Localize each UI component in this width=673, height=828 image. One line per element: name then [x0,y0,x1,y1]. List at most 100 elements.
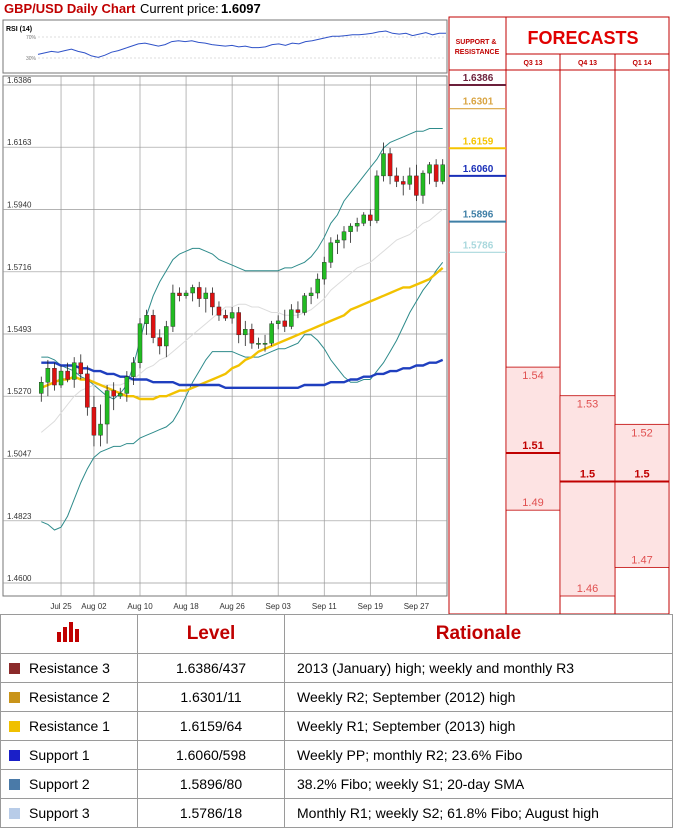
level-label: 1.5896 [463,210,494,221]
candle-bull [144,315,149,324]
forecast-range [614,423,670,568]
table-row: Resistance 1 1.6159/64 Weekly R1; Septembe… [0,711,673,741]
candle-bear [282,320,288,327]
level-color-swatch [9,692,20,703]
forecast-low-label: 1.46 [577,583,598,595]
level-color-swatch [9,750,20,761]
x-tick-label: Aug 02 [81,602,107,611]
support-resistance-title: SUPPORT & RESISTANCE [455,39,500,56]
row-name-cell: Resistance 3 [0,653,138,683]
candle-bull [137,323,143,363]
candle-bull [308,292,314,296]
table-body: Resistance 3 1.6386/437 2013 (January) hig… [0,653,673,828]
level-color-swatch [9,663,20,674]
row-level: 1.6386/437 [137,653,285,683]
y-tick-label: 1.6163 [7,138,32,147]
rsi-tick-high: 70% [26,35,37,41]
row-name-cell: Support 3 [0,798,138,828]
grid-layer [3,76,447,596]
forecast-range [505,366,561,511]
candle-bull [354,223,360,227]
row-name: Resistance 2 [29,689,110,705]
indicator-lines [40,128,444,531]
row-name: Support 2 [29,776,90,792]
chart-title: GBP/USD Daily Chart [4,1,136,16]
row-name: Support 1 [29,747,90,763]
candle-bear [249,329,255,344]
sma-100-line [41,358,444,389]
row-level: 1.5786/18 [137,798,285,828]
rsi-line [37,30,446,58]
forecasts-title: FORECASTS [527,28,638,48]
x-tick-label: Sep 03 [266,602,292,611]
candle-bull [374,175,380,221]
bollinger-lower-line [41,261,444,531]
table-row: Resistance 2 1.6301/11 Weekly R2; Septembe… [0,682,673,712]
y-tick-label: 1.6386 [7,76,32,85]
row-rationale: 2013 (January) high; weekly and monthly … [284,653,673,683]
candle-bull [58,370,64,386]
quarter-headers: Q3 13 Q4 13 Q1 14 [523,60,651,67]
candle-bull [275,320,281,324]
candle-bull [440,164,445,182]
candle-bull [243,329,248,336]
forecast-range [559,395,616,597]
sr-levels: 1.6386 1.6301 1.6159 1.6060 1.5896 1.5786 [449,73,506,253]
candle-bull [131,362,136,377]
candle-bear [78,362,84,375]
row-name-cell: Resistance 2 [0,682,138,712]
row-level: 1.5896/80 [137,769,285,799]
row-name-cell: Support 2 [0,769,138,799]
table-row: Resistance 3 1.6386/437 2013 (January) hig… [0,653,673,683]
x-tick-layer: Jul 25 Aug 02 Aug 10 Aug 18 Aug 26 Sep 03 Sep … [50,602,429,611]
candle-bull [229,312,235,319]
table-row: Support 1 1.6060/598 Weekly PP; monthly R2… [0,740,673,770]
y-tick-label: 1.5493 [7,325,32,334]
forecast-median-label: 1.5 [634,469,649,481]
candle-bear [91,407,97,436]
candle-bear [150,315,156,338]
row-level: 1.6060/598 [137,740,285,770]
candle-bear [52,368,57,386]
candle-bear [196,287,202,299]
candle-bull [361,214,366,224]
support-resistance-title-line2: RESISTANCE [455,49,500,56]
row-rationale: Monthly R1; weekly S2; 61.8% Fibo; Augus… [284,798,673,828]
candle-bull [341,231,347,241]
x-tick-label: Aug 26 [219,602,245,611]
price-value: 1.6097 [221,1,261,16]
row-rationale: Weekly R2; September (2012) high [284,682,673,712]
row-name-cell: Support 1 [0,740,138,770]
level-color-swatch [9,721,20,732]
candle-bull [71,362,77,380]
candle-bull [98,423,103,436]
candle-bull [190,287,195,294]
candle-bull [315,278,320,294]
candle-bull [269,323,274,344]
candle-bull [164,326,169,347]
candle-bull [262,343,268,345]
y-tick-label: 1.5047 [7,449,32,458]
quarter-header: Q4 13 [578,60,597,67]
candle-bear [223,315,228,319]
candle-bear [216,306,222,316]
forecast-high-label: 1.54 [522,370,543,382]
candle-bull [118,393,123,397]
level-label: 1.6301 [463,97,494,108]
table-row: Support 3 1.5786/18 Monthly R1; weekly S2;… [0,798,673,828]
forecast-low-label: 1.47 [631,554,652,566]
y-tick-label: 1.5270 [7,387,32,396]
y-tick-layer: 1.6386 1.6163 1.5940 1.5716 1.5493 1.5270 1.50… [7,76,32,583]
x-tick-label: Aug 10 [127,602,153,611]
candles [39,142,445,447]
forecast-high-label: 1.53 [577,399,598,411]
x-tick-label: Sep 19 [358,602,384,611]
candle-bull [348,225,353,232]
quarter-header: Q1 14 [632,60,651,67]
x-tick-label: Sep 27 [404,602,430,611]
plot-frame [2,75,448,597]
level-label: 1.6159 [463,136,494,147]
candle-bear [157,337,162,347]
candle-bull [39,382,44,394]
